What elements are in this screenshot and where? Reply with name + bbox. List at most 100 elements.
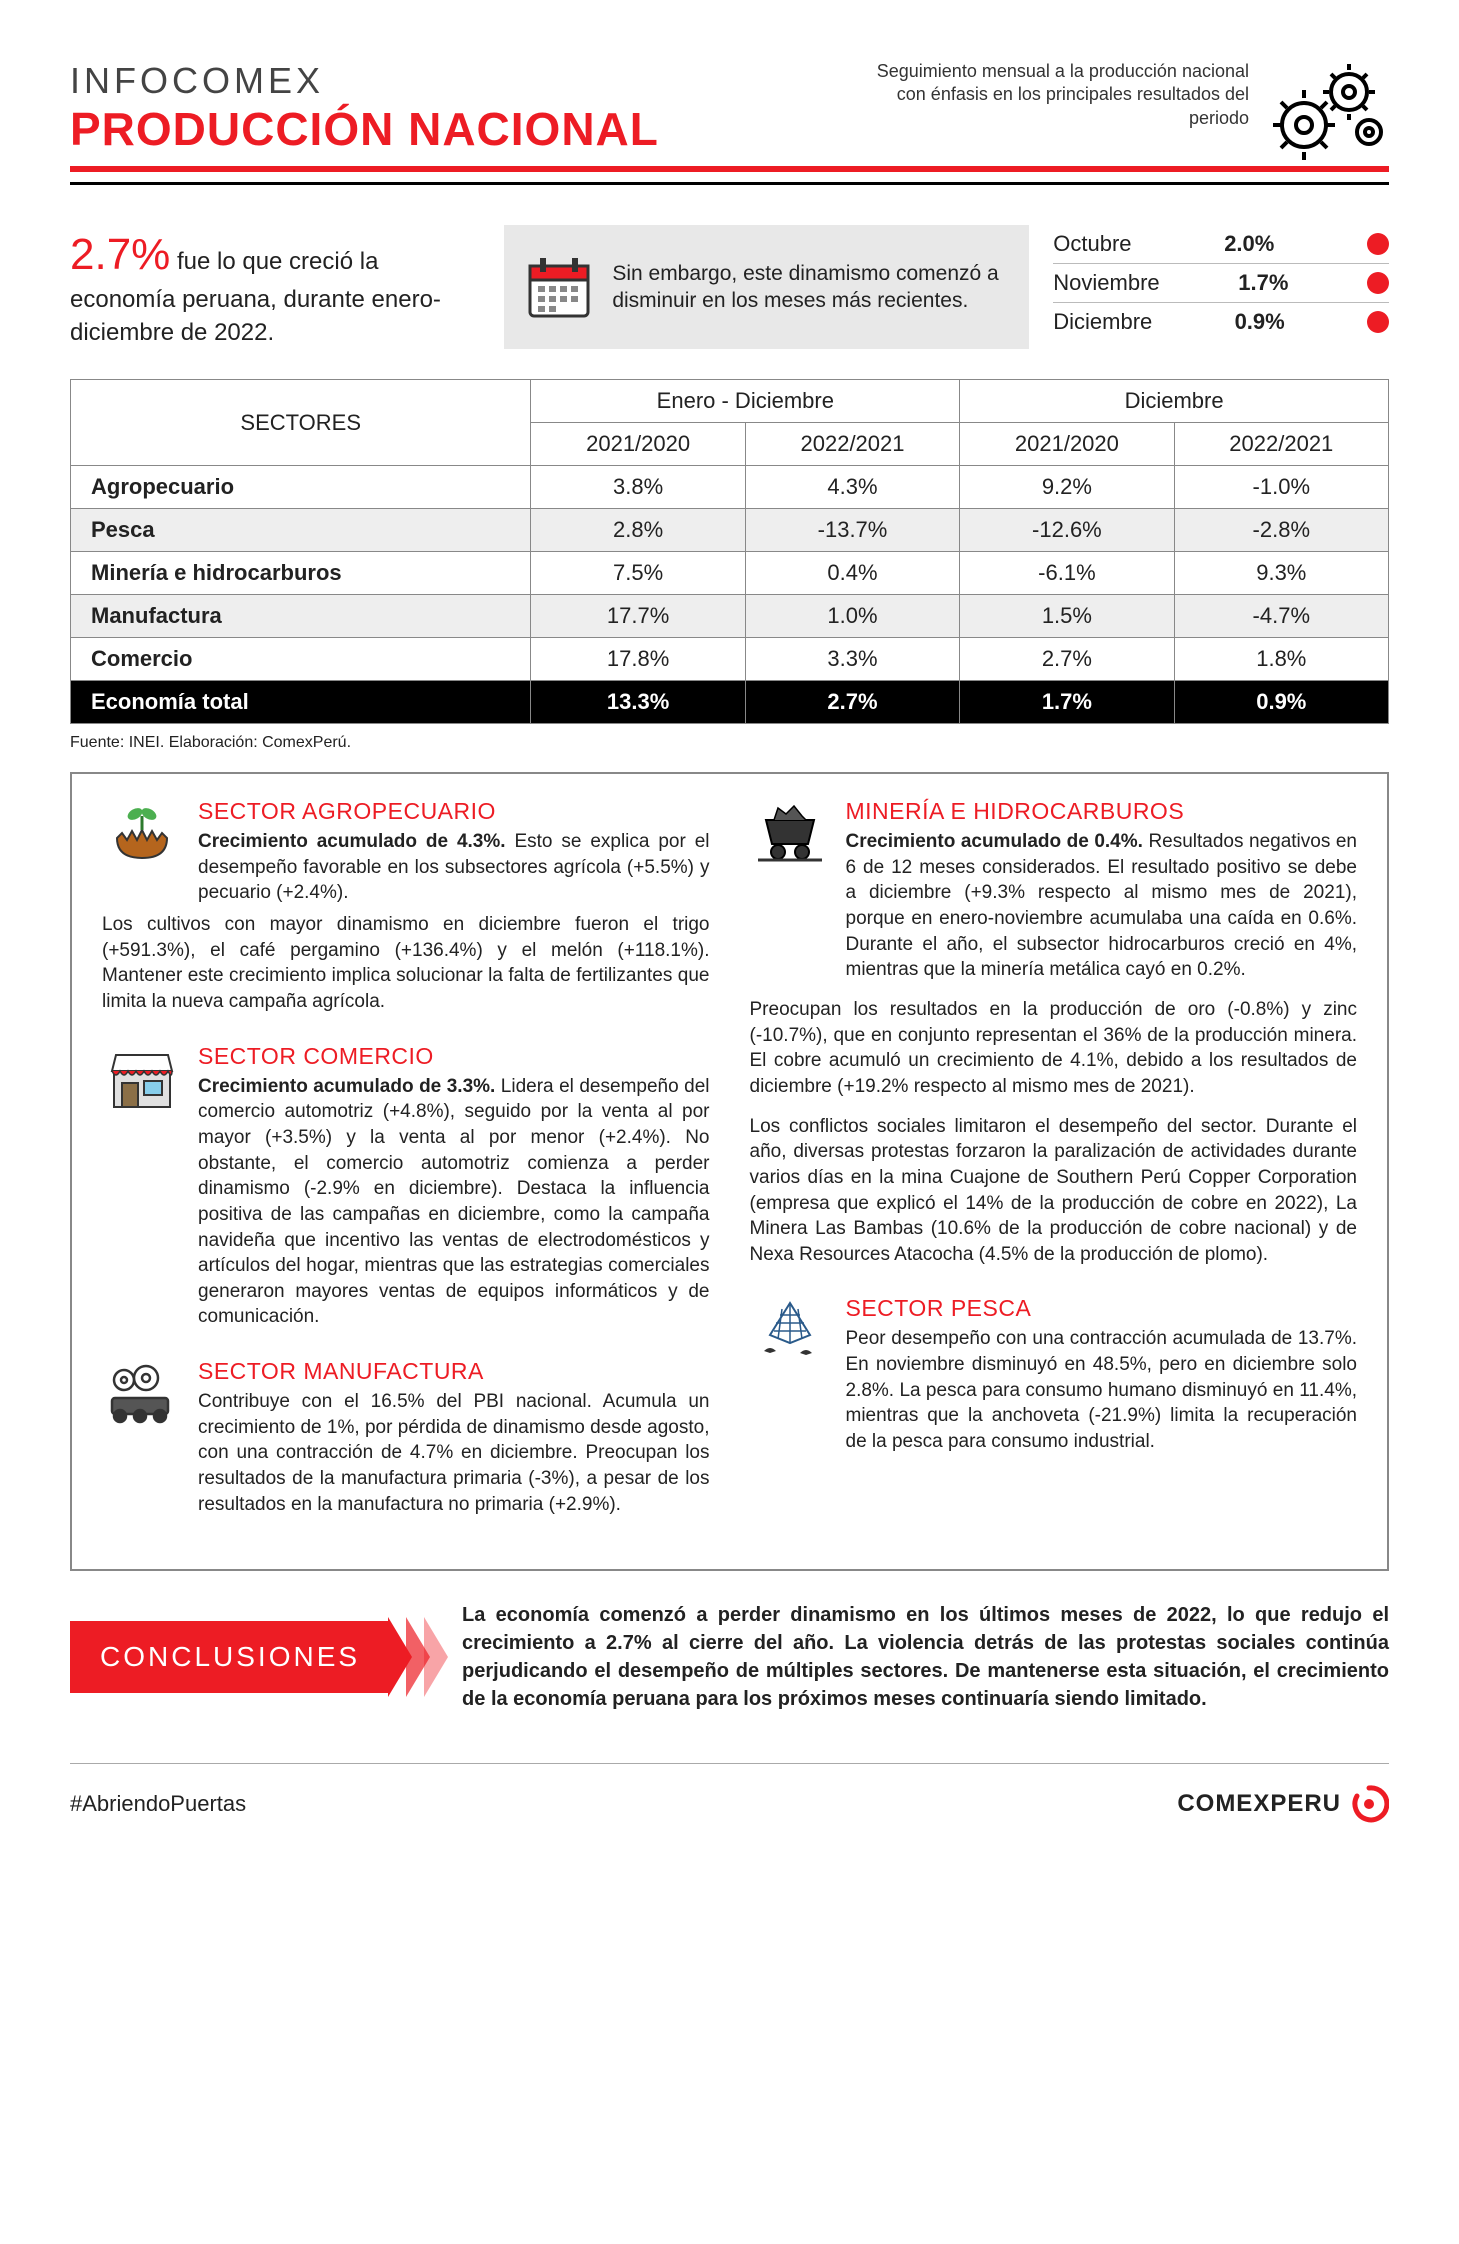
fishing-net-icon xyxy=(750,1295,830,1365)
cell-value: 9.2% xyxy=(960,466,1174,509)
conclusions-row: CONCLUSIONES La economía comenzó a perde… xyxy=(70,1601,1389,1713)
month-row-dec: Diciembre 0.9% xyxy=(1053,303,1389,341)
cell-value: 1.7% xyxy=(960,681,1174,724)
table-row: Comercio 17.8% 3.3% 2.7% 1.8% xyxy=(71,638,1389,681)
status-dot-icon xyxy=(1367,311,1389,333)
cell-value: 3.3% xyxy=(745,638,959,681)
conclusions-label-wrap: CONCLUSIONES xyxy=(70,1601,442,1713)
sector-title: SECTOR COMERCIO xyxy=(198,1043,710,1070)
sector-title: SECTOR PESCA xyxy=(846,1295,1358,1322)
headline-percentage: 2.7% xyxy=(70,230,170,279)
header-left: INFOCOMEX PRODUCCIÓN NACIONAL xyxy=(70,60,869,156)
th-period1: Enero - Diciembre xyxy=(531,380,960,423)
sector-text: Contribuye con el 16.5% del PBI nacional… xyxy=(198,1389,710,1517)
cell-value: 17.8% xyxy=(531,638,745,681)
sectors-table: SECTORES Enero - Diciembre Diciembre 202… xyxy=(70,379,1389,724)
sector-text: Los cultivos con mayor dinamismo en dici… xyxy=(102,912,710,1015)
sector-text: Preocupan los resultados en la producció… xyxy=(750,997,1358,1100)
sector-agro: SECTOR AGROPECUARIO Crecimiento acumulad… xyxy=(102,798,710,1014)
sector-grid: SECTOR AGROPECUARIO Crecimiento acumulad… xyxy=(70,772,1389,1571)
header-right: Seguimiento mensual a la producción naci… xyxy=(869,60,1389,160)
black-divider xyxy=(70,182,1389,185)
cell-sector: Comercio xyxy=(71,638,531,681)
sector-title: SECTOR AGROPECUARIO xyxy=(198,798,710,825)
header-subtitle: Seguimiento mensual a la producción naci… xyxy=(869,60,1249,130)
store-icon xyxy=(102,1043,182,1113)
month-value: 0.9% xyxy=(1235,309,1285,335)
cell-sector: Minería e hidrocarburos xyxy=(71,552,531,595)
cell-value: -12.6% xyxy=(960,509,1174,552)
months-list: Octubre 2.0% Noviembre 1.7% Diciembre 0.… xyxy=(1053,225,1389,349)
cell-value: 2.8% xyxy=(531,509,745,552)
status-dot-icon xyxy=(1367,272,1389,294)
chevrons-icon xyxy=(388,1617,442,1697)
cell-value: 7.5% xyxy=(531,552,745,595)
factory-gears-icon xyxy=(102,1358,182,1428)
cell-value: 2.7% xyxy=(745,681,959,724)
cell-sector: Manufactura xyxy=(71,595,531,638)
cell-value: -2.8% xyxy=(1174,509,1388,552)
sector-text: Lidera el desempeño del comercio automot… xyxy=(198,1076,710,1328)
sector-text: Resultados negativos en 6 de 12 meses co… xyxy=(846,831,1358,980)
sector-lead: Crecimiento acumulado de 3.3%. xyxy=(198,1076,495,1097)
conclusions-label: CONCLUSIONES xyxy=(70,1621,390,1693)
month-value: 1.7% xyxy=(1238,270,1288,296)
cell-value: 2.7% xyxy=(960,638,1174,681)
sector-text: Los conflictos sociales limitaron el des… xyxy=(750,1114,1358,1268)
cell-value: 17.7% xyxy=(531,595,745,638)
conclusions-text: La economía comenzó a perder dinamismo e… xyxy=(442,1601,1389,1713)
intro-growth-text: 2.7% fue lo que creció la economía perua… xyxy=(70,225,480,349)
month-name: Diciembre xyxy=(1053,309,1152,335)
footer: #AbriendoPuertas COMEXPERU xyxy=(70,1763,1389,1824)
month-row-oct: Octubre 2.0% xyxy=(1053,225,1389,264)
sector-comercio: SECTOR COMERCIO Crecimiento acumulado de… xyxy=(102,1043,710,1330)
cell-value: 3.8% xyxy=(531,466,745,509)
cell-value: -4.7% xyxy=(1174,595,1388,638)
cell-sector: Agropecuario xyxy=(71,466,531,509)
table-row: Manufactura 17.7% 1.0% 1.5% -4.7% xyxy=(71,595,1389,638)
brand-infocomex: INFOCOMEX xyxy=(70,60,869,102)
table-row: Pesca 2.8% -13.7% -12.6% -2.8% xyxy=(71,509,1389,552)
intro-mid-text: Sin embargo, este dinamismo comenzó a di… xyxy=(612,260,1009,315)
month-row-nov: Noviembre 1.7% xyxy=(1053,264,1389,303)
gears-icon xyxy=(1269,60,1389,160)
cell-value: 4.3% xyxy=(745,466,959,509)
th-sectores: SECTORES xyxy=(71,380,531,466)
sector-title: MINERÍA E HIDROCARBUROS xyxy=(846,798,1358,825)
table-row: Minería e hidrocarburos 7.5% 0.4% -6.1% … xyxy=(71,552,1389,595)
month-name: Octubre xyxy=(1053,231,1131,257)
red-divider xyxy=(70,166,1389,172)
sector-pesca: SECTOR PESCA Peor desempeño con una cont… xyxy=(750,1295,1358,1454)
sector-mineria: MINERÍA E HIDROCARBUROS Crecimiento acum… xyxy=(750,798,1358,1267)
th-sub: 2022/2021 xyxy=(745,423,959,466)
th-sub: 2021/2020 xyxy=(960,423,1174,466)
th-sub: 2021/2020 xyxy=(531,423,745,466)
footer-logo: COMEXPERU xyxy=(1177,1784,1389,1824)
brand-title: PRODUCCIÓN NACIONAL xyxy=(70,102,869,156)
cell-value: -6.1% xyxy=(960,552,1174,595)
plant-icon xyxy=(102,798,182,868)
sector-title: SECTOR MANUFACTURA xyxy=(198,1358,710,1385)
footer-hashtag: #AbriendoPuertas xyxy=(70,1791,246,1817)
cell-sector: Economía total xyxy=(71,681,531,724)
sector-lead: Crecimiento acumulado de 0.4%. xyxy=(846,831,1143,852)
cell-value: 1.8% xyxy=(1174,638,1388,681)
calendar-icon xyxy=(524,252,594,322)
cell-value: 9.3% xyxy=(1174,552,1388,595)
header: INFOCOMEX PRODUCCIÓN NACIONAL Seguimient… xyxy=(70,60,1389,160)
intro-warning-box: Sin embargo, este dinamismo comenzó a di… xyxy=(504,225,1029,349)
cell-value: 0.4% xyxy=(745,552,959,595)
cell-value: 1.5% xyxy=(960,595,1174,638)
table-row: Agropecuario 3.8% 4.3% 9.2% -1.0% xyxy=(71,466,1389,509)
logo-swoosh-icon xyxy=(1349,1784,1389,1824)
cell-value: -13.7% xyxy=(745,509,959,552)
th-period2: Diciembre xyxy=(960,380,1389,423)
table-source: Fuente: INEI. Elaboración: ComexPerú. xyxy=(70,734,1389,752)
month-name: Noviembre xyxy=(1053,270,1159,296)
th-sub: 2022/2021 xyxy=(1174,423,1388,466)
cell-sector: Pesca xyxy=(71,509,531,552)
sector-text: Peor desempeño con una contracción acumu… xyxy=(846,1326,1358,1454)
cell-value: 0.9% xyxy=(1174,681,1388,724)
month-value: 2.0% xyxy=(1224,231,1274,257)
cell-value: 13.3% xyxy=(531,681,745,724)
